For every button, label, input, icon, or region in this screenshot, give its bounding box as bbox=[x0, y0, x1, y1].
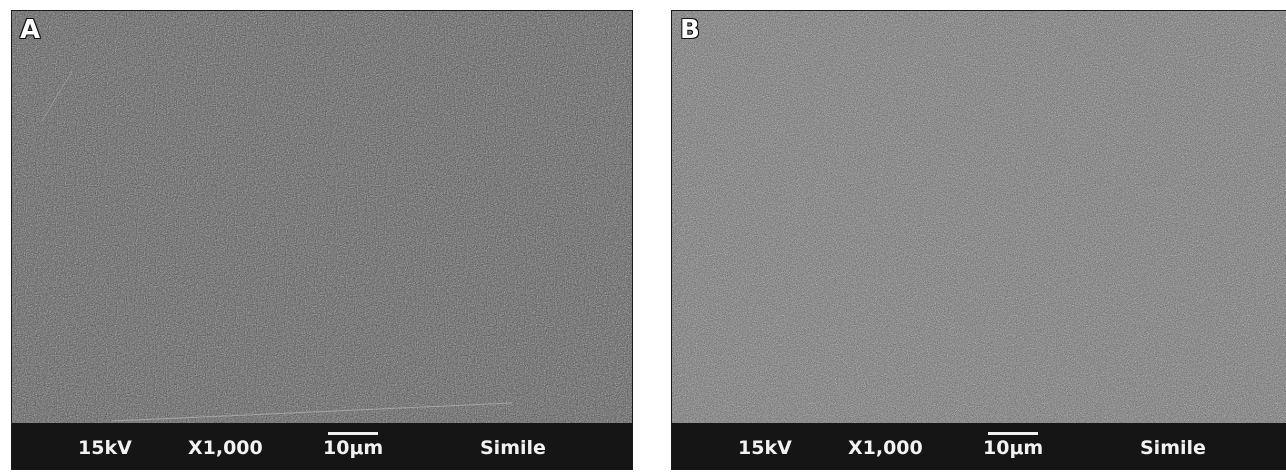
panel-label-b: B bbox=[679, 15, 700, 45]
magnification: X1,000 bbox=[848, 437, 923, 459]
scale-bar bbox=[328, 432, 378, 435]
accelerating-voltage: 15kV bbox=[738, 437, 792, 459]
sem-info-bar-a: 15kV X1,000 10μm Simile bbox=[12, 423, 632, 469]
sample-label: Simile bbox=[480, 437, 546, 459]
scale-label: 10μm bbox=[983, 437, 1044, 459]
scale-label: 10μm bbox=[323, 437, 384, 459]
sem-micrograph-b bbox=[672, 11, 1286, 423]
accelerating-voltage: 15kV bbox=[78, 437, 132, 459]
sem-panel-a: A 15kV X1,000 10μm Simile bbox=[11, 10, 633, 470]
sample-label: Simile bbox=[1140, 437, 1206, 459]
sem-info-bar-b: 15kV X1,000 10μm Simile bbox=[672, 423, 1286, 469]
magnification: X1,000 bbox=[188, 437, 263, 459]
scale-bar bbox=[988, 432, 1038, 435]
sem-panel-b: B 15kV X1,000 10μm Simile bbox=[671, 10, 1286, 470]
sem-micrograph-a bbox=[12, 11, 632, 423]
panel-label-a: A bbox=[19, 15, 41, 45]
